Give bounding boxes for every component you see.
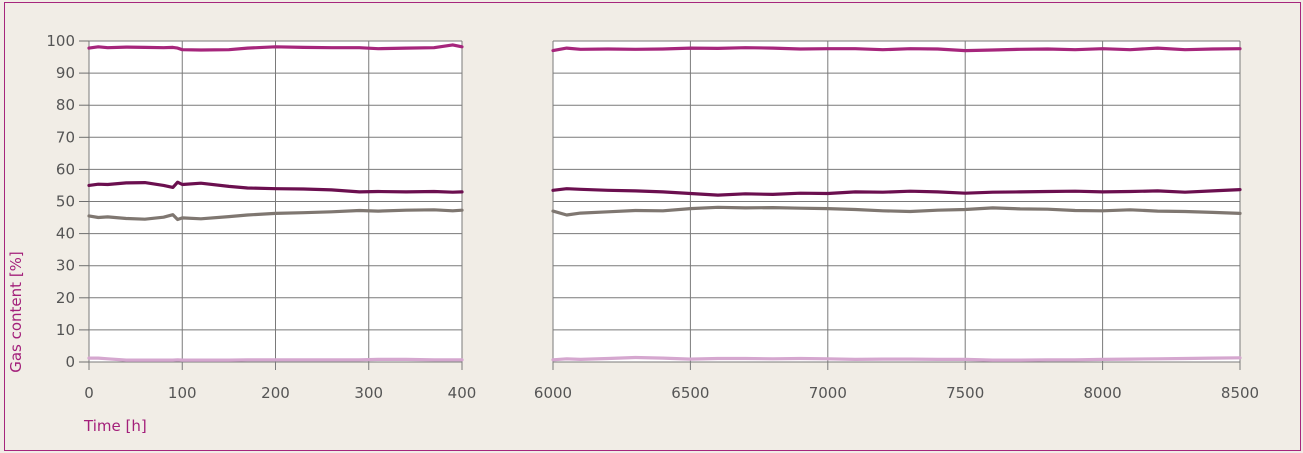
y-tick-label: 80 [56,96,75,114]
y-tick-label: 60 [56,160,75,178]
series-line-1-2 [87,180,464,194]
series-line-1-4 [87,356,464,362]
y-tick-label: 100 [46,32,75,50]
y-tick-label: 0 [65,353,75,371]
chart-frame [4,2,1301,451]
y-tick-label: 20 [56,289,75,307]
x-tick-label: 100 [168,384,197,402]
y-axis-label: Gas content [%] [7,251,25,373]
series-line-2-3 [551,205,1242,217]
x-tick-label: 400 [448,384,477,402]
x-tick-label: 8500 [1221,384,1259,402]
x-axis-label: Time [h] [83,417,147,435]
x-tick-label: 6000 [534,384,572,402]
series-line-2-1 [551,46,1242,53]
x-tick-label: 200 [261,384,290,402]
series-line-2-2 [551,187,1242,197]
x-tick-label: 0 [84,384,94,402]
y-tick-label: 70 [56,128,75,146]
series-line-1-3 [87,208,464,222]
x-tick-label: 6500 [671,384,709,402]
series-line-2-4 [551,355,1242,362]
x-tick-label: 7000 [809,384,847,402]
y-tick-label: 30 [56,257,75,275]
y-tick-label: 50 [56,193,75,211]
series-line-1-1 [87,43,464,52]
y-tick-label: 40 [56,225,75,243]
y-tick-label: 10 [56,321,75,339]
x-tick-label: 8000 [1084,384,1122,402]
x-tick-label: 300 [354,384,383,402]
x-tick-label: 7500 [946,384,984,402]
y-tick-label: 90 [56,64,75,82]
